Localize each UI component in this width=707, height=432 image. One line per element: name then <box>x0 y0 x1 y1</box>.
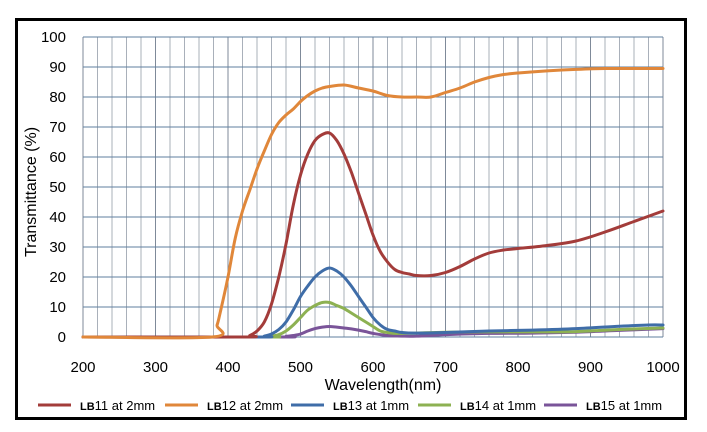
y-axis-title: Transmittance (%) <box>23 127 40 257</box>
legend-item: LB11 at 2mm <box>38 398 155 413</box>
x-tick-label: 400 <box>215 359 240 376</box>
x-tick-label: 600 <box>360 359 385 376</box>
y-tick-label: 40 <box>49 209 66 226</box>
legend-label: LB13 at 1mm <box>333 398 409 413</box>
x-tick-label: 1000 <box>646 359 679 376</box>
legend: LB11 at 2mm LB12 at 2mm LB13 at 1mm LB14 at… <box>38 398 662 413</box>
x-axis-ticks: 200 300 400 500 600 700 800 900 1000 <box>70 359 679 376</box>
x-tick-label: 200 <box>70 359 95 376</box>
y-tick-label: 100 <box>41 29 66 46</box>
series-lines <box>81 66 665 340</box>
legend-label: LB11 at 2mm <box>80 398 155 413</box>
series-line-lb13-at-1mm <box>81 266 665 339</box>
legend-item: LB13 at 1mm <box>291 398 409 413</box>
y-tick-label: 30 <box>49 239 66 256</box>
x-axis-title: Wavelength(nm) <box>325 377 442 394</box>
y-tick-label: 60 <box>49 149 66 166</box>
y-axis-ticks: 0 10 20 30 40 50 60 70 80 90 100 <box>41 29 66 346</box>
x-tick-label: 800 <box>505 359 530 376</box>
y-tick-label: 0 <box>58 329 66 346</box>
x-tick-label: 300 <box>143 359 168 376</box>
legend-item: LB12 at 2mm <box>165 398 283 413</box>
legend-item: LB15 at 1mm <box>544 398 662 413</box>
y-tick-label: 90 <box>49 59 66 76</box>
x-tick-label: 500 <box>288 359 313 376</box>
x-tick-label: 700 <box>433 359 458 376</box>
x-tick-label: 900 <box>578 359 603 376</box>
y-tick-label: 20 <box>49 269 66 286</box>
series-line-lb12-at-2mm <box>81 66 665 340</box>
y-tick-label: 70 <box>49 119 66 136</box>
y-tick-label: 50 <box>49 179 66 196</box>
legend-label: LB12 at 2mm <box>207 398 283 413</box>
y-tick-label: 10 <box>49 299 66 316</box>
series-line-lb11-at-2mm <box>81 131 665 339</box>
legend-label: LB15 at 1mm <box>586 398 662 413</box>
grid <box>82 36 664 338</box>
y-tick-label: 80 <box>49 89 66 106</box>
legend-label: LB14 at 1mm <box>460 398 536 413</box>
legend-item: LB14 at 1mm <box>418 398 536 413</box>
